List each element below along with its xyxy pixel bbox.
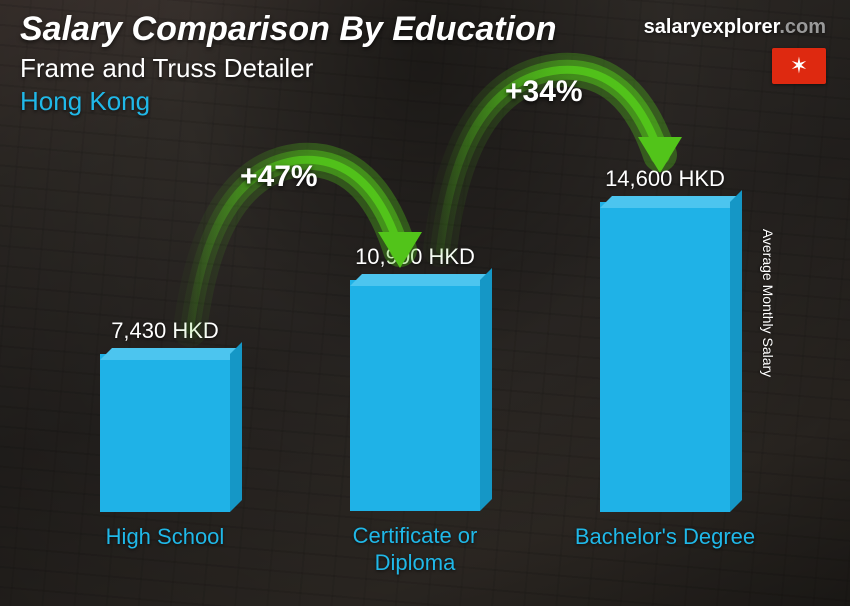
bar-group: 10,900 HKD Certificate orDiploma [315, 244, 515, 576]
bar-group: 14,600 HKD Bachelor's Degree [565, 166, 765, 576]
brand-name: salaryexplorer [644, 16, 780, 38]
bar-3d [600, 202, 730, 512]
bar-value: 7,430 HKD [111, 318, 219, 344]
bar-label: Bachelor's Degree [575, 524, 755, 576]
bar-3d [100, 354, 230, 512]
bar-value: 10,900 HKD [355, 244, 475, 270]
growth-label: +47% [240, 160, 318, 194]
main-title: Salary Comparison By Education [20, 10, 557, 49]
brand-suffix: .com [779, 16, 826, 38]
bar-value: 14,600 HKD [605, 166, 725, 192]
growth-label: +34% [505, 75, 583, 109]
brand-logo: salaryexplorer.com [644, 16, 826, 39]
subtitle: Frame and Truss Detailer [20, 53, 557, 84]
location: Hong Kong [20, 86, 557, 117]
title-block: Salary Comparison By Education Frame and… [20, 10, 557, 117]
bar-group: 7,430 HKD High School [65, 318, 265, 576]
bar-label: High School [106, 524, 225, 576]
bar-3d [350, 280, 480, 511]
bar-chart: 7,430 HKD High School 10,900 HKD Certifi… [40, 156, 790, 576]
bar-label: Certificate orDiploma [353, 523, 478, 576]
flag-glyph-icon: ✶ [790, 53, 808, 79]
flag-hong-kong: ✶ [772, 48, 826, 84]
